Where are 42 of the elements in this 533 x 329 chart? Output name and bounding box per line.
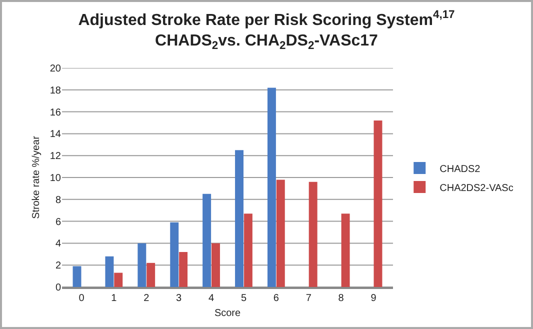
legend-label: CHA2DS2-VASc: [440, 182, 514, 194]
x-tick-label: 0: [78, 293, 85, 304]
bar: [105, 256, 114, 287]
bar: [244, 214, 252, 287]
x-tick-label: 7: [306, 293, 312, 304]
bar: [374, 120, 382, 287]
y-tick-label: 10: [50, 173, 62, 184]
y-axis-title: Stroke rate %/year: [30, 135, 42, 219]
x-tick-label: 3: [176, 293, 182, 304]
x-tick-label: 6: [273, 293, 280, 304]
bar: [235, 150, 244, 287]
chart-title: Adjusted Stroke Rate per Risk Scoring System$^{4,17}$ CHADS$_{2}$vs. CHA$_{2}$DS$_{2}$-VASc17: [78, 9, 455, 52]
x-tick-label: 2: [144, 293, 150, 304]
y-tick-label: 16: [50, 107, 62, 118]
x-tick-label: 1: [111, 293, 118, 304]
bar: [341, 214, 350, 287]
bar: [146, 262, 156, 287]
y-tick-label: 6: [55, 216, 62, 228]
bar: [72, 266, 82, 287]
y-tick-label: 12: [50, 151, 62, 162]
y-tick-label: 14: [50, 129, 62, 140]
x-axis-title: Score: [214, 308, 241, 319]
bar: [138, 243, 146, 287]
x-tick-label: 4: [208, 293, 214, 304]
bar: [212, 243, 220, 287]
x-tick-label: 9: [370, 293, 377, 304]
y-tick-label: 8: [55, 194, 62, 206]
bar: [114, 272, 123, 287]
bar: [308, 182, 318, 287]
bar: [267, 88, 276, 287]
x-tick-label: 8: [338, 293, 344, 304]
bar: [170, 222, 179, 287]
y-tick-label: 20: [50, 64, 62, 74]
bar: [202, 194, 212, 287]
y-tick-label: 18: [50, 85, 62, 96]
bar: [179, 252, 188, 287]
x-tick-label: 5: [240, 293, 247, 304]
y-tick-label: 4: [55, 238, 62, 250]
bar: [276, 180, 285, 287]
y-tick-label: 2: [55, 260, 62, 272]
legend-label: CHADS2: [440, 164, 481, 175]
y-tick-label: 0: [55, 282, 62, 294]
